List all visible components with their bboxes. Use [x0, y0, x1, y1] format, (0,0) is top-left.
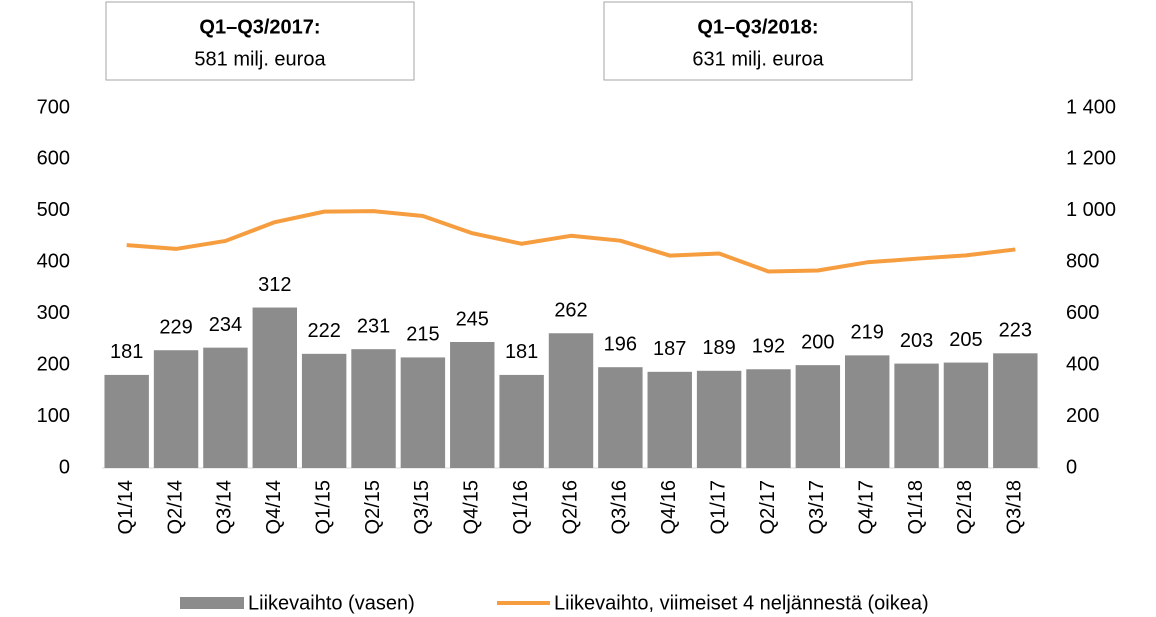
y-tick-label: 600	[37, 148, 70, 170]
x-tick-label: Q2/15	[362, 480, 384, 534]
bar	[400, 357, 446, 468]
x-tick-label: Q4/16	[658, 480, 680, 534]
bar	[746, 369, 791, 468]
data-label: 196	[604, 333, 637, 355]
data-label: 189	[702, 337, 735, 359]
bar	[301, 353, 347, 468]
data-label: 215	[406, 324, 439, 346]
bar	[351, 349, 396, 468]
y-tick-label: 0	[59, 456, 70, 478]
bar	[153, 350, 199, 468]
x-tick-label: Q3/15	[411, 480, 433, 534]
bar	[943, 362, 989, 468]
y2-tick-label: 600	[1066, 302, 1099, 324]
x-tick-label: Q1/17	[707, 480, 729, 534]
line	[126, 209, 1016, 274]
bar	[203, 347, 248, 468]
data-label: 234	[209, 314, 242, 336]
y-tick-label: 200	[37, 353, 70, 375]
x-tick-label: Q3/17	[806, 480, 828, 534]
bar	[598, 367, 643, 468]
x-tick-label: Q1/14	[115, 480, 137, 534]
x-tick-label: Q3/16	[609, 480, 631, 534]
data-label: 229	[159, 317, 192, 339]
x-tick-label: Q2/17	[757, 480, 779, 534]
bar	[450, 342, 495, 468]
data-label: 205	[949, 329, 982, 351]
x-tick-label: Q4/17	[855, 480, 877, 534]
bar	[104, 374, 149, 468]
y2-tick-label: 1 200	[1066, 148, 1116, 170]
x-tick-label: Q1/15	[312, 480, 334, 534]
x-tick-label: Q2/18	[954, 480, 976, 534]
y2-tick-label: 0	[1066, 456, 1077, 478]
x-tick-label: Q2/16	[559, 480, 581, 534]
data-label: 203	[900, 330, 933, 352]
data-label: 181	[110, 341, 143, 363]
data-label: 187	[653, 338, 686, 360]
bar	[993, 353, 1038, 468]
annotation-text: 581 milj. euroa	[194, 48, 326, 70]
data-label: 231	[357, 315, 390, 337]
data-label: 312	[258, 274, 291, 296]
legend-swatch	[180, 597, 244, 609]
x-tick-label: Q4/14	[263, 480, 285, 534]
y2-tick-label: 400	[1066, 353, 1099, 375]
x-tick-label: Q3/18	[1004, 480, 1026, 534]
annotation-title: Q1–Q3/2017:	[199, 16, 320, 38]
data-label: 200	[801, 331, 834, 353]
bar	[647, 371, 692, 468]
annotation-text: 631 milj. euroa	[692, 48, 824, 70]
data-label: 245	[456, 308, 489, 330]
y-tick-label: 400	[37, 251, 70, 273]
bar	[795, 365, 841, 468]
annotation-title: Q1–Q3/2018:	[697, 16, 818, 38]
bar	[548, 333, 594, 468]
annotation-box	[105, 1, 415, 81]
y-tick-label: 100	[37, 405, 70, 427]
legend-label: Liikevaihto, viimeiset 4 neljännestä (oi…	[554, 592, 929, 614]
x-tick-label: Q3/14	[214, 480, 236, 534]
data-label: 223	[999, 320, 1032, 342]
legend-label: Liikevaihto (vasen)	[248, 592, 415, 614]
data-label: 262	[554, 300, 587, 322]
bar	[894, 363, 939, 468]
y2-tick-label: 200	[1066, 405, 1099, 427]
data-label: 192	[752, 336, 785, 358]
bar	[499, 374, 544, 468]
y2-tick-label: 1 400	[1066, 96, 1116, 118]
x-tick-label: Q1/16	[510, 480, 532, 534]
bar	[252, 307, 298, 468]
data-label: 181	[505, 341, 538, 363]
x-tick-label: Q1/18	[905, 480, 927, 534]
x-tick-label: Q4/15	[461, 480, 483, 534]
y-tick-label: 300	[37, 302, 70, 324]
y-tick-label: 700	[37, 96, 70, 118]
y-tick-label: 500	[37, 199, 70, 221]
y2-tick-label: 1 000	[1066, 199, 1116, 221]
annotation-box	[603, 1, 913, 81]
y2-tick-label: 800	[1066, 251, 1099, 273]
bar	[844, 355, 890, 468]
data-label: 219	[851, 322, 884, 344]
data-label: 222	[307, 320, 340, 342]
x-tick-label: Q2/14	[164, 480, 186, 534]
bar	[696, 370, 742, 468]
